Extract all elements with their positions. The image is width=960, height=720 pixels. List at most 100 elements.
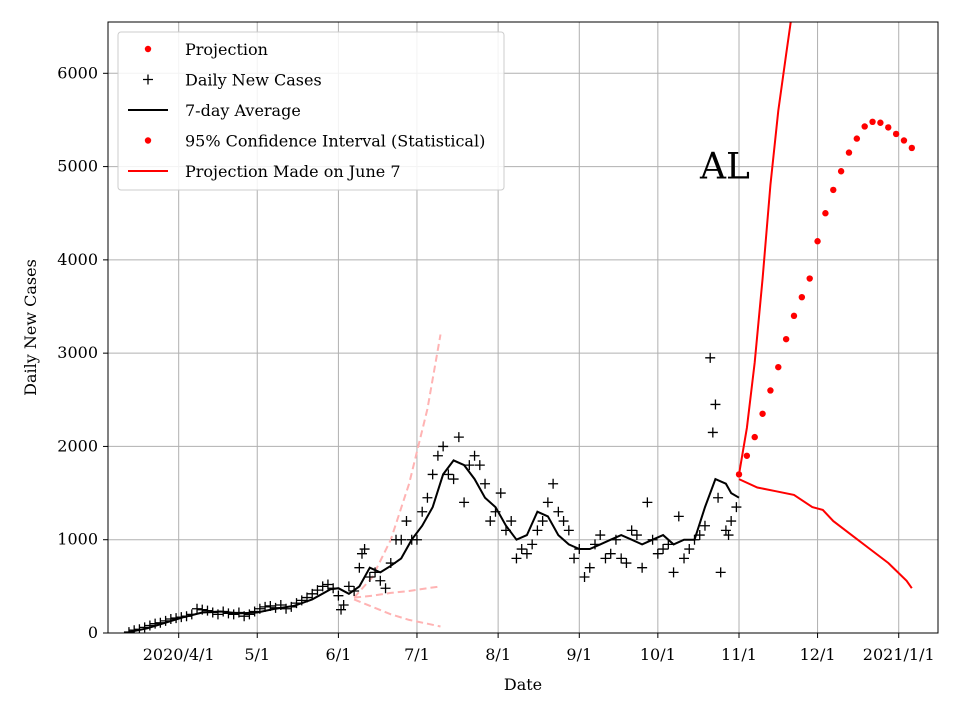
daily-case-point xyxy=(652,548,663,559)
daily-case-point xyxy=(637,562,648,573)
y-tick-label: 5000 xyxy=(57,157,98,176)
daily-case-point xyxy=(699,520,710,531)
daily-case-point xyxy=(684,544,695,555)
daily-case-point xyxy=(579,572,590,583)
daily-case-point xyxy=(616,553,627,564)
daily-case-point xyxy=(411,534,422,545)
daily-case-point xyxy=(668,567,679,578)
daily-case-point xyxy=(723,530,734,541)
confidence-interval-line xyxy=(738,22,792,475)
plot-area: AL xyxy=(123,22,916,633)
projection-point xyxy=(853,135,861,142)
daily-case-point xyxy=(322,579,333,590)
daily-case-point xyxy=(673,511,684,522)
daily-case-point xyxy=(600,553,611,564)
daily-case-point xyxy=(707,427,718,438)
legend-label: Daily New Cases xyxy=(185,71,322,90)
daily-case-point xyxy=(521,548,532,559)
projection-point xyxy=(877,119,884,126)
projection-point xyxy=(900,137,908,144)
projection-point xyxy=(861,123,868,130)
daily-case-point xyxy=(715,567,726,578)
y-tick-label: 6000 xyxy=(57,63,98,82)
daily-case-point xyxy=(422,492,433,503)
daily-case-point xyxy=(192,603,203,614)
daily-case-point xyxy=(202,605,213,616)
x-tick-label: 7/1 xyxy=(404,645,430,664)
daily-case-point xyxy=(626,525,637,536)
y-tick-label: 1000 xyxy=(57,530,98,549)
legend: Projection Daily New Cases 7-day Average 95… xyxy=(117,31,505,191)
daily-case-point xyxy=(731,502,742,513)
seven-day-average-line xyxy=(128,459,740,633)
projection-point xyxy=(814,238,821,245)
x-axis-ticks: 2020/4/1 5/1 6/1 7/1 8/1 9/1 10/1 11/1 12/1 2021/… xyxy=(143,633,935,664)
x-tick-label: 10/1 xyxy=(640,645,676,664)
daily-case-point xyxy=(165,614,176,625)
projection-point xyxy=(830,186,837,194)
daily-case-point xyxy=(401,516,412,527)
x-tick-label: 5/1 xyxy=(244,645,270,664)
legend-label: 95% Confidence Interval (Statistical) xyxy=(185,132,485,151)
daily-case-point xyxy=(359,544,370,555)
projection-point xyxy=(806,275,813,282)
daily-case-point xyxy=(474,460,485,471)
daily-case-point xyxy=(485,516,496,527)
daily-case-point xyxy=(542,497,553,508)
legend-label: 7-day Average xyxy=(185,101,301,120)
daily-case-point xyxy=(354,562,365,573)
daily-case-point xyxy=(584,562,595,573)
daily-case-point xyxy=(343,581,354,592)
daily-case-point xyxy=(443,469,454,480)
projection-point xyxy=(735,471,743,478)
confidence-interval-line xyxy=(738,478,913,589)
daily-case-point xyxy=(396,534,407,545)
daily-case-point xyxy=(569,553,580,564)
projection-point xyxy=(790,312,798,320)
y-axis-label: Daily New Cases xyxy=(21,259,40,396)
daily-case-point xyxy=(338,600,349,611)
daily-case-point xyxy=(244,609,255,620)
x-tick-label: 8/1 xyxy=(485,645,511,664)
y-tick-label: 4000 xyxy=(57,250,98,269)
series-layer xyxy=(123,22,916,633)
daily-case-point xyxy=(713,492,724,503)
daily-case-point xyxy=(605,548,616,559)
daily-case-point xyxy=(333,590,344,601)
daily-case-point xyxy=(438,441,449,452)
daily-case-point xyxy=(558,516,569,527)
daily-case-point xyxy=(726,516,737,527)
annotation-label: AL xyxy=(699,147,750,188)
daily-case-point xyxy=(532,525,543,536)
daily-case-point xyxy=(448,474,459,485)
legend-dot-marker xyxy=(144,45,152,53)
daily-case-point xyxy=(495,488,506,499)
projection-point xyxy=(759,410,766,417)
daily-case-point xyxy=(150,618,161,629)
legend-label: Projection Made on June 7 xyxy=(185,162,401,181)
daily-case-point xyxy=(417,506,428,517)
daily-case-point xyxy=(464,460,475,471)
projection-point xyxy=(822,210,829,217)
daily-case-point xyxy=(312,585,323,596)
june-projection-line xyxy=(353,585,441,599)
x-tick-label: 2021/1/1 xyxy=(863,645,935,664)
daily-case-point xyxy=(511,553,522,564)
projection-point xyxy=(767,387,774,394)
daily-case-point xyxy=(427,469,438,480)
projection-point xyxy=(837,168,845,175)
y-tick-label: 0 xyxy=(88,623,98,642)
legend-label: Projection xyxy=(185,40,268,59)
daily-case-point xyxy=(469,450,480,461)
daily-case-point xyxy=(380,583,391,594)
daily-case-point xyxy=(642,497,653,508)
x-tick-label: 2020/4/1 xyxy=(143,645,215,664)
june-projection-line xyxy=(353,598,441,628)
daily-case-point xyxy=(527,539,538,550)
projection-point xyxy=(845,149,853,156)
daily-case-point xyxy=(281,603,292,614)
daily-case-point xyxy=(553,506,564,517)
daily-case-point xyxy=(658,544,669,555)
legend-box xyxy=(117,31,505,191)
